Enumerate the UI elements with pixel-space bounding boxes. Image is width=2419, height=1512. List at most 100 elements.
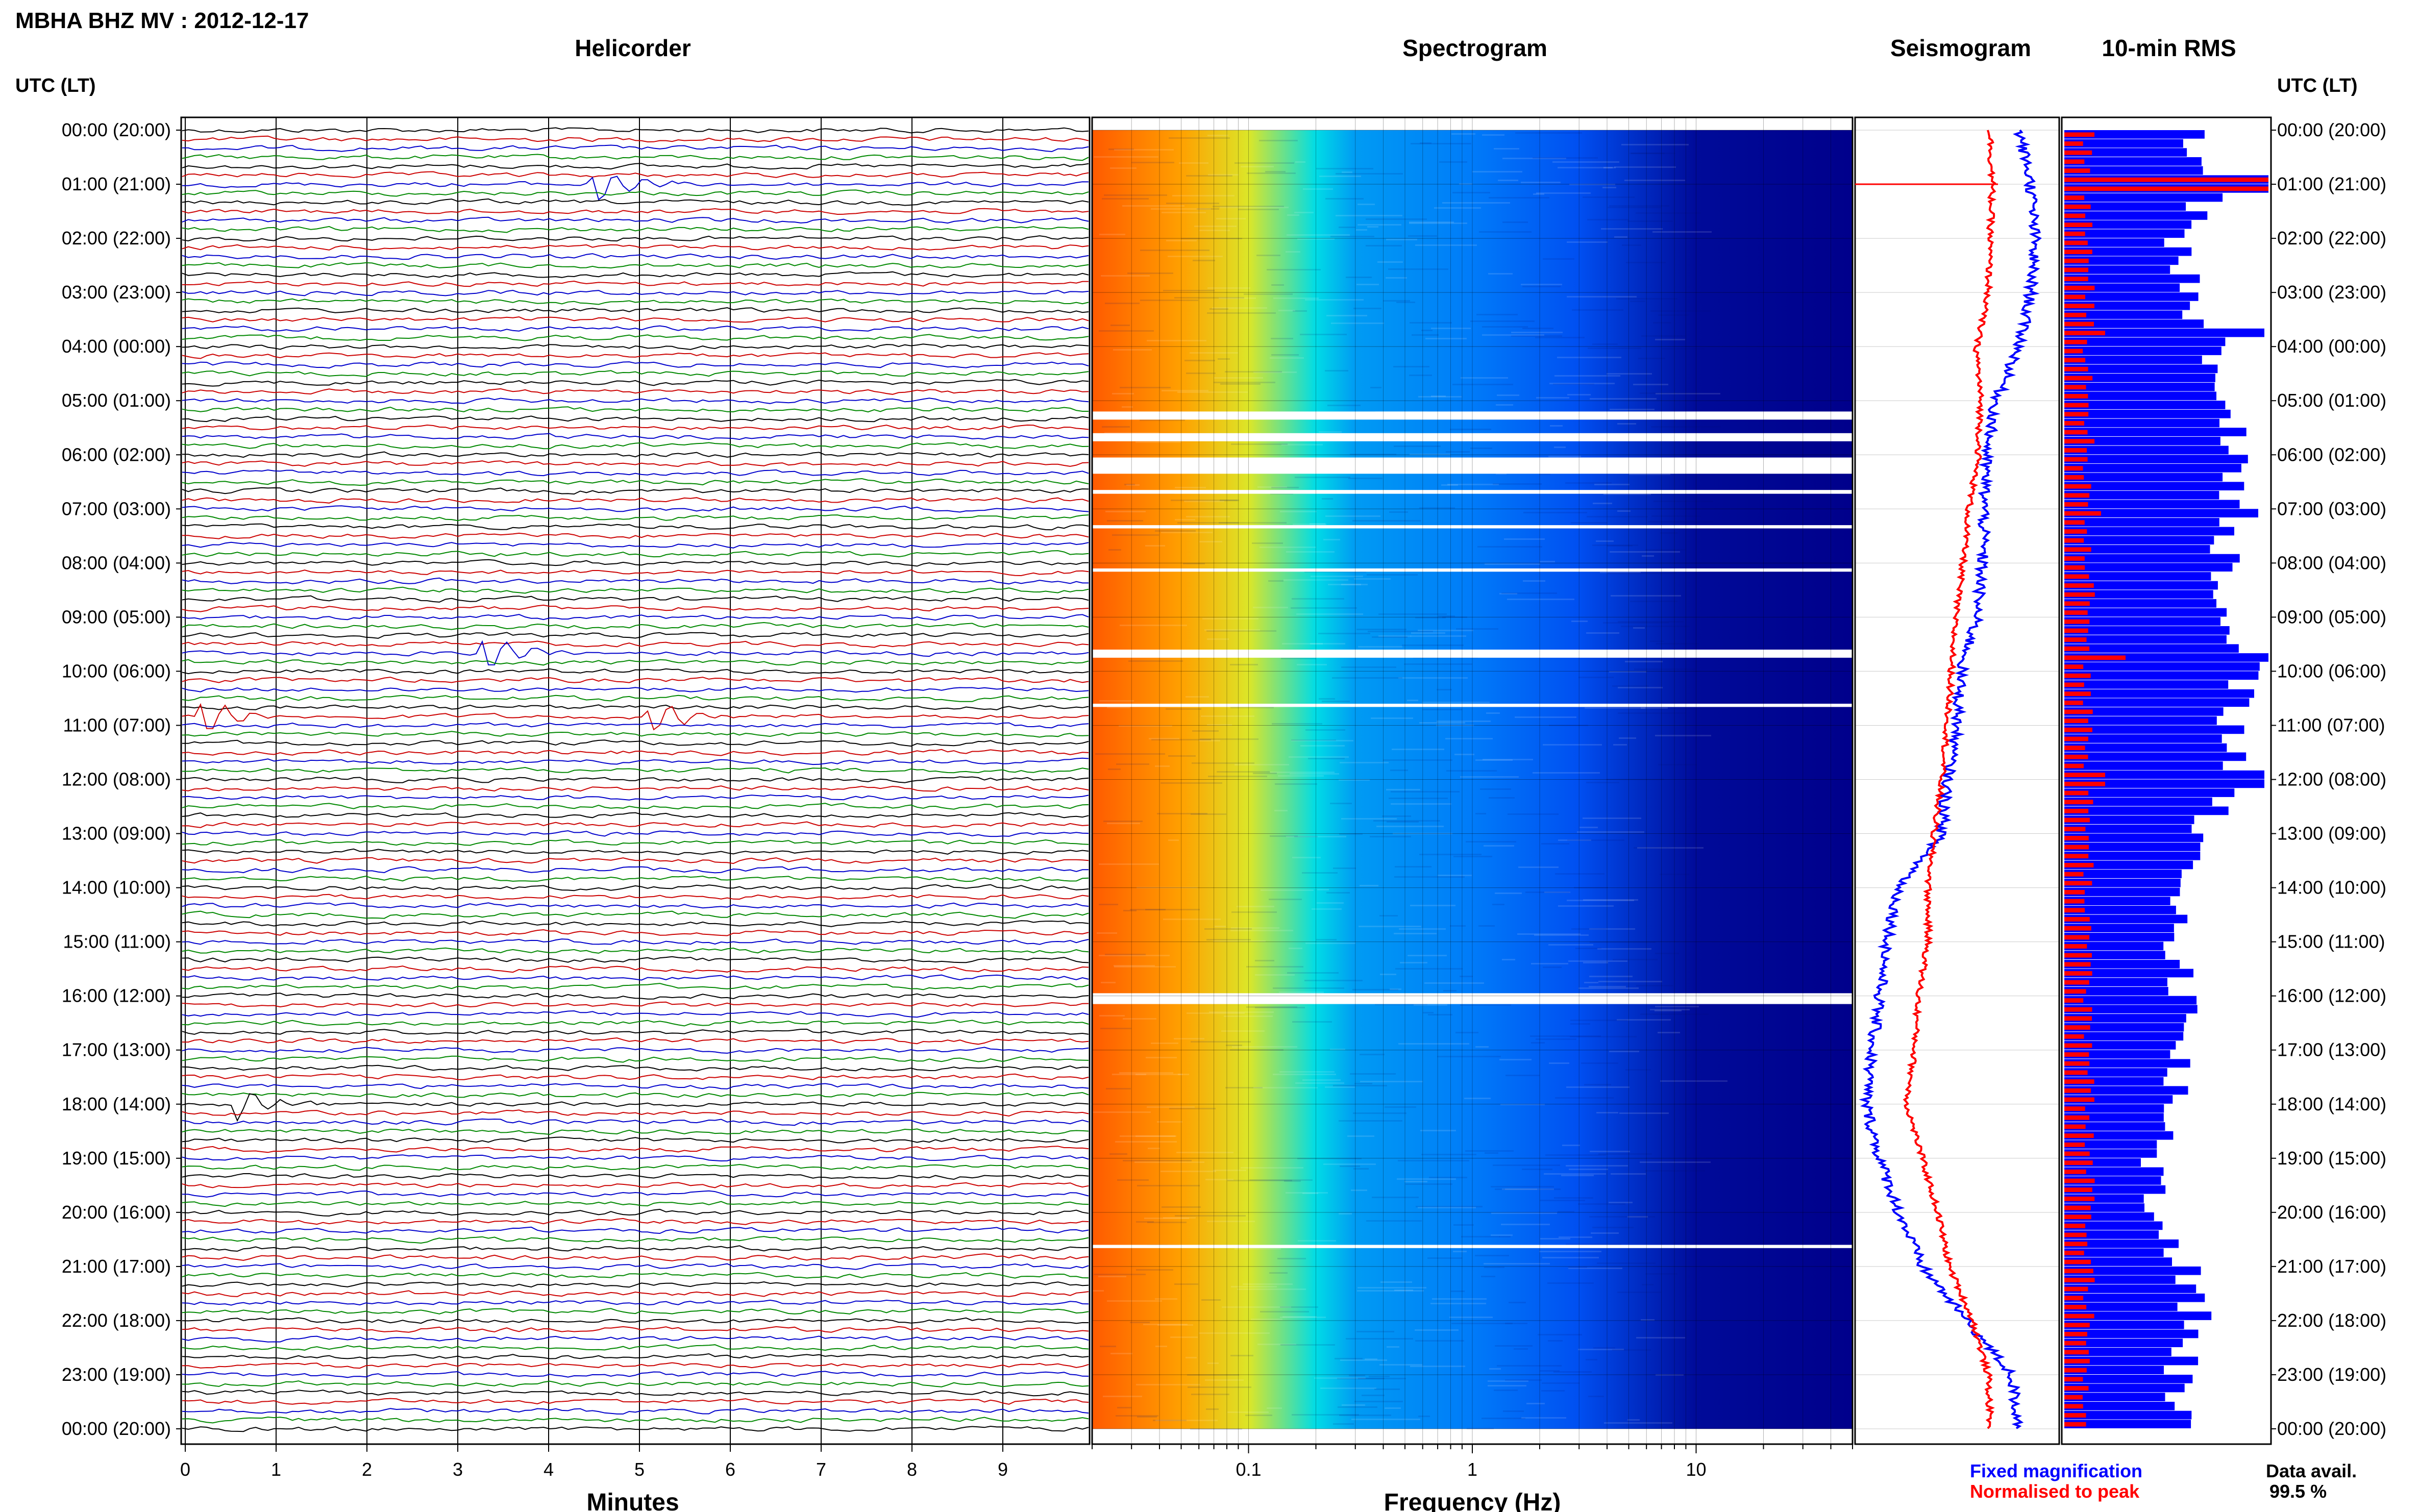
spectrogram-streak xyxy=(1629,474,1670,475)
helicorder-trace xyxy=(182,812,1089,819)
spectrogram-streak xyxy=(1354,1083,1372,1084)
rms-bar-normalised xyxy=(2064,655,2126,660)
helicorder-trace xyxy=(182,226,1089,233)
spectrogram-streak xyxy=(1166,708,1201,710)
helicorder-trace xyxy=(182,1389,1089,1397)
spectrogram-streak xyxy=(1583,899,1638,901)
rms-bar-normalised xyxy=(2064,529,2087,534)
spectrogram-streak xyxy=(1202,618,1258,619)
spectrogram-streak xyxy=(1172,195,1235,196)
spectrogram-streak xyxy=(1425,338,1467,339)
spectrogram-streak xyxy=(1658,764,1697,765)
spectrogram-streak xyxy=(1357,224,1401,226)
spectrogram-streak xyxy=(1212,307,1267,309)
spectrogram-streak xyxy=(1188,1386,1251,1388)
spectrogram-streak xyxy=(1123,1160,1192,1161)
spectrogram-streak xyxy=(1395,866,1431,867)
spectrogram-streak xyxy=(1420,142,1431,144)
helicorder-trace xyxy=(182,704,1089,711)
spectrogram-streak xyxy=(1108,769,1121,770)
spectrogram-streak xyxy=(1119,725,1172,727)
rms-bar-fixed xyxy=(2064,914,2188,924)
spectrogram-streak xyxy=(1641,335,1685,337)
spectrogram-streak xyxy=(1407,700,1418,701)
time-label-right: 18:00 (14:00) xyxy=(2277,1094,2386,1114)
spectrogram-streak xyxy=(1269,899,1302,900)
rms-bar-fixed xyxy=(2064,779,2264,788)
spectrogram-streak xyxy=(1337,1378,1406,1379)
time-label-right: 00:00 (20:00) xyxy=(2277,1418,2386,1439)
rms-bar-normalised xyxy=(2064,827,2086,832)
spectrogram-streak xyxy=(1393,833,1452,834)
spectrogram-texture xyxy=(1092,132,1727,1430)
rms-bar-normalised xyxy=(2064,1377,2083,1382)
rms-bar-fixed xyxy=(2064,1339,2183,1347)
spectrogram-streak xyxy=(1648,521,1713,523)
rms-bar-fixed xyxy=(2064,933,2175,941)
rms-bar-normalised xyxy=(2064,700,2083,705)
spectrogram-streak xyxy=(1310,523,1325,525)
spectrogram-streak xyxy=(1542,1382,1579,1384)
spectrogram-streak xyxy=(1390,988,1401,990)
spectrogram-streak xyxy=(1395,968,1463,970)
spectrogram-streak xyxy=(1350,1073,1396,1075)
spectrogram-streak xyxy=(1151,739,1211,740)
helicorder-trace xyxy=(182,1398,1089,1405)
spectrogram-streak xyxy=(1102,198,1149,200)
time-label-right: 23:00 (19:00) xyxy=(2277,1364,2386,1385)
helicorder-trace xyxy=(182,1092,1089,1098)
rms-bar-normalised xyxy=(2064,935,2089,940)
spectrogram-streak xyxy=(1207,638,1229,640)
rms-bar-fixed xyxy=(2064,680,2229,689)
spectrogram-streak xyxy=(1631,153,1665,154)
helicorder-trace xyxy=(182,189,1089,197)
rms-bar-fixed xyxy=(2064,1257,2172,1266)
spectrogram-streak xyxy=(1505,1323,1527,1324)
spectrogram-streak xyxy=(1323,1163,1376,1165)
spectrogram-streak xyxy=(1155,1420,1218,1421)
spectrogram-streak xyxy=(1396,302,1415,303)
spectrogram-streak xyxy=(1660,1080,1727,1082)
spectrogram-streak xyxy=(1241,1167,1303,1169)
spectrogram-streak xyxy=(1557,357,1621,358)
helicorder-trace xyxy=(182,289,1089,296)
spectrogram-streak xyxy=(1163,290,1215,291)
spectrogram-title: Spectrogram xyxy=(1402,35,1547,61)
spectrogram-streak xyxy=(1171,500,1238,501)
helicorder-trace xyxy=(182,1001,1089,1008)
spectrogram-streak xyxy=(1217,771,1270,773)
spectrogram-streak xyxy=(1095,753,1165,755)
helicorder-trace xyxy=(182,127,1089,134)
spectrogram-streak xyxy=(1415,1329,1459,1331)
spectrogram-streak xyxy=(1300,334,1347,335)
spectrogram-streak xyxy=(1533,193,1544,195)
spectrogram-streak xyxy=(1624,180,1685,181)
time-label-left: 16:00 (12:00) xyxy=(62,985,171,1006)
helicorder-trace xyxy=(182,550,1089,558)
helicorder-trace xyxy=(182,334,1089,341)
spectrogram-streak xyxy=(1415,617,1446,618)
rms-bar-normalised xyxy=(2064,294,2085,300)
time-label-left: 07:00 (03:00) xyxy=(62,498,171,519)
spectrogram-streak xyxy=(1302,1193,1318,1194)
time-label-right: 21:00 (17:00) xyxy=(2277,1256,2386,1277)
spectrogram-streak xyxy=(1130,909,1200,910)
time-label-left: 03:00 (23:00) xyxy=(62,282,171,303)
spectrogram-streak xyxy=(1322,701,1350,702)
rms-bar-fixed xyxy=(2064,1239,2179,1248)
spectrogram-streak xyxy=(1590,398,1657,400)
spectrogram-streak xyxy=(1636,985,1673,986)
spectrogram-streak xyxy=(1571,522,1607,524)
spectrogram-streak xyxy=(1341,818,1397,820)
helicorder-trace xyxy=(182,668,1089,675)
helicorder-trace xyxy=(182,1118,1089,1126)
helicorder-trace xyxy=(182,398,1089,404)
rms-bar-normalised xyxy=(2064,1359,2090,1364)
spectrogram-streak xyxy=(1284,1180,1301,1182)
spectrogram-streak xyxy=(1554,447,1566,448)
helicorder-trace xyxy=(182,433,1089,440)
spectrogram-streak xyxy=(1280,511,1317,512)
spectrogram-streak xyxy=(1295,477,1350,478)
spectrogram-streak xyxy=(1122,205,1184,207)
spectrogram-streak xyxy=(1609,1202,1633,1203)
